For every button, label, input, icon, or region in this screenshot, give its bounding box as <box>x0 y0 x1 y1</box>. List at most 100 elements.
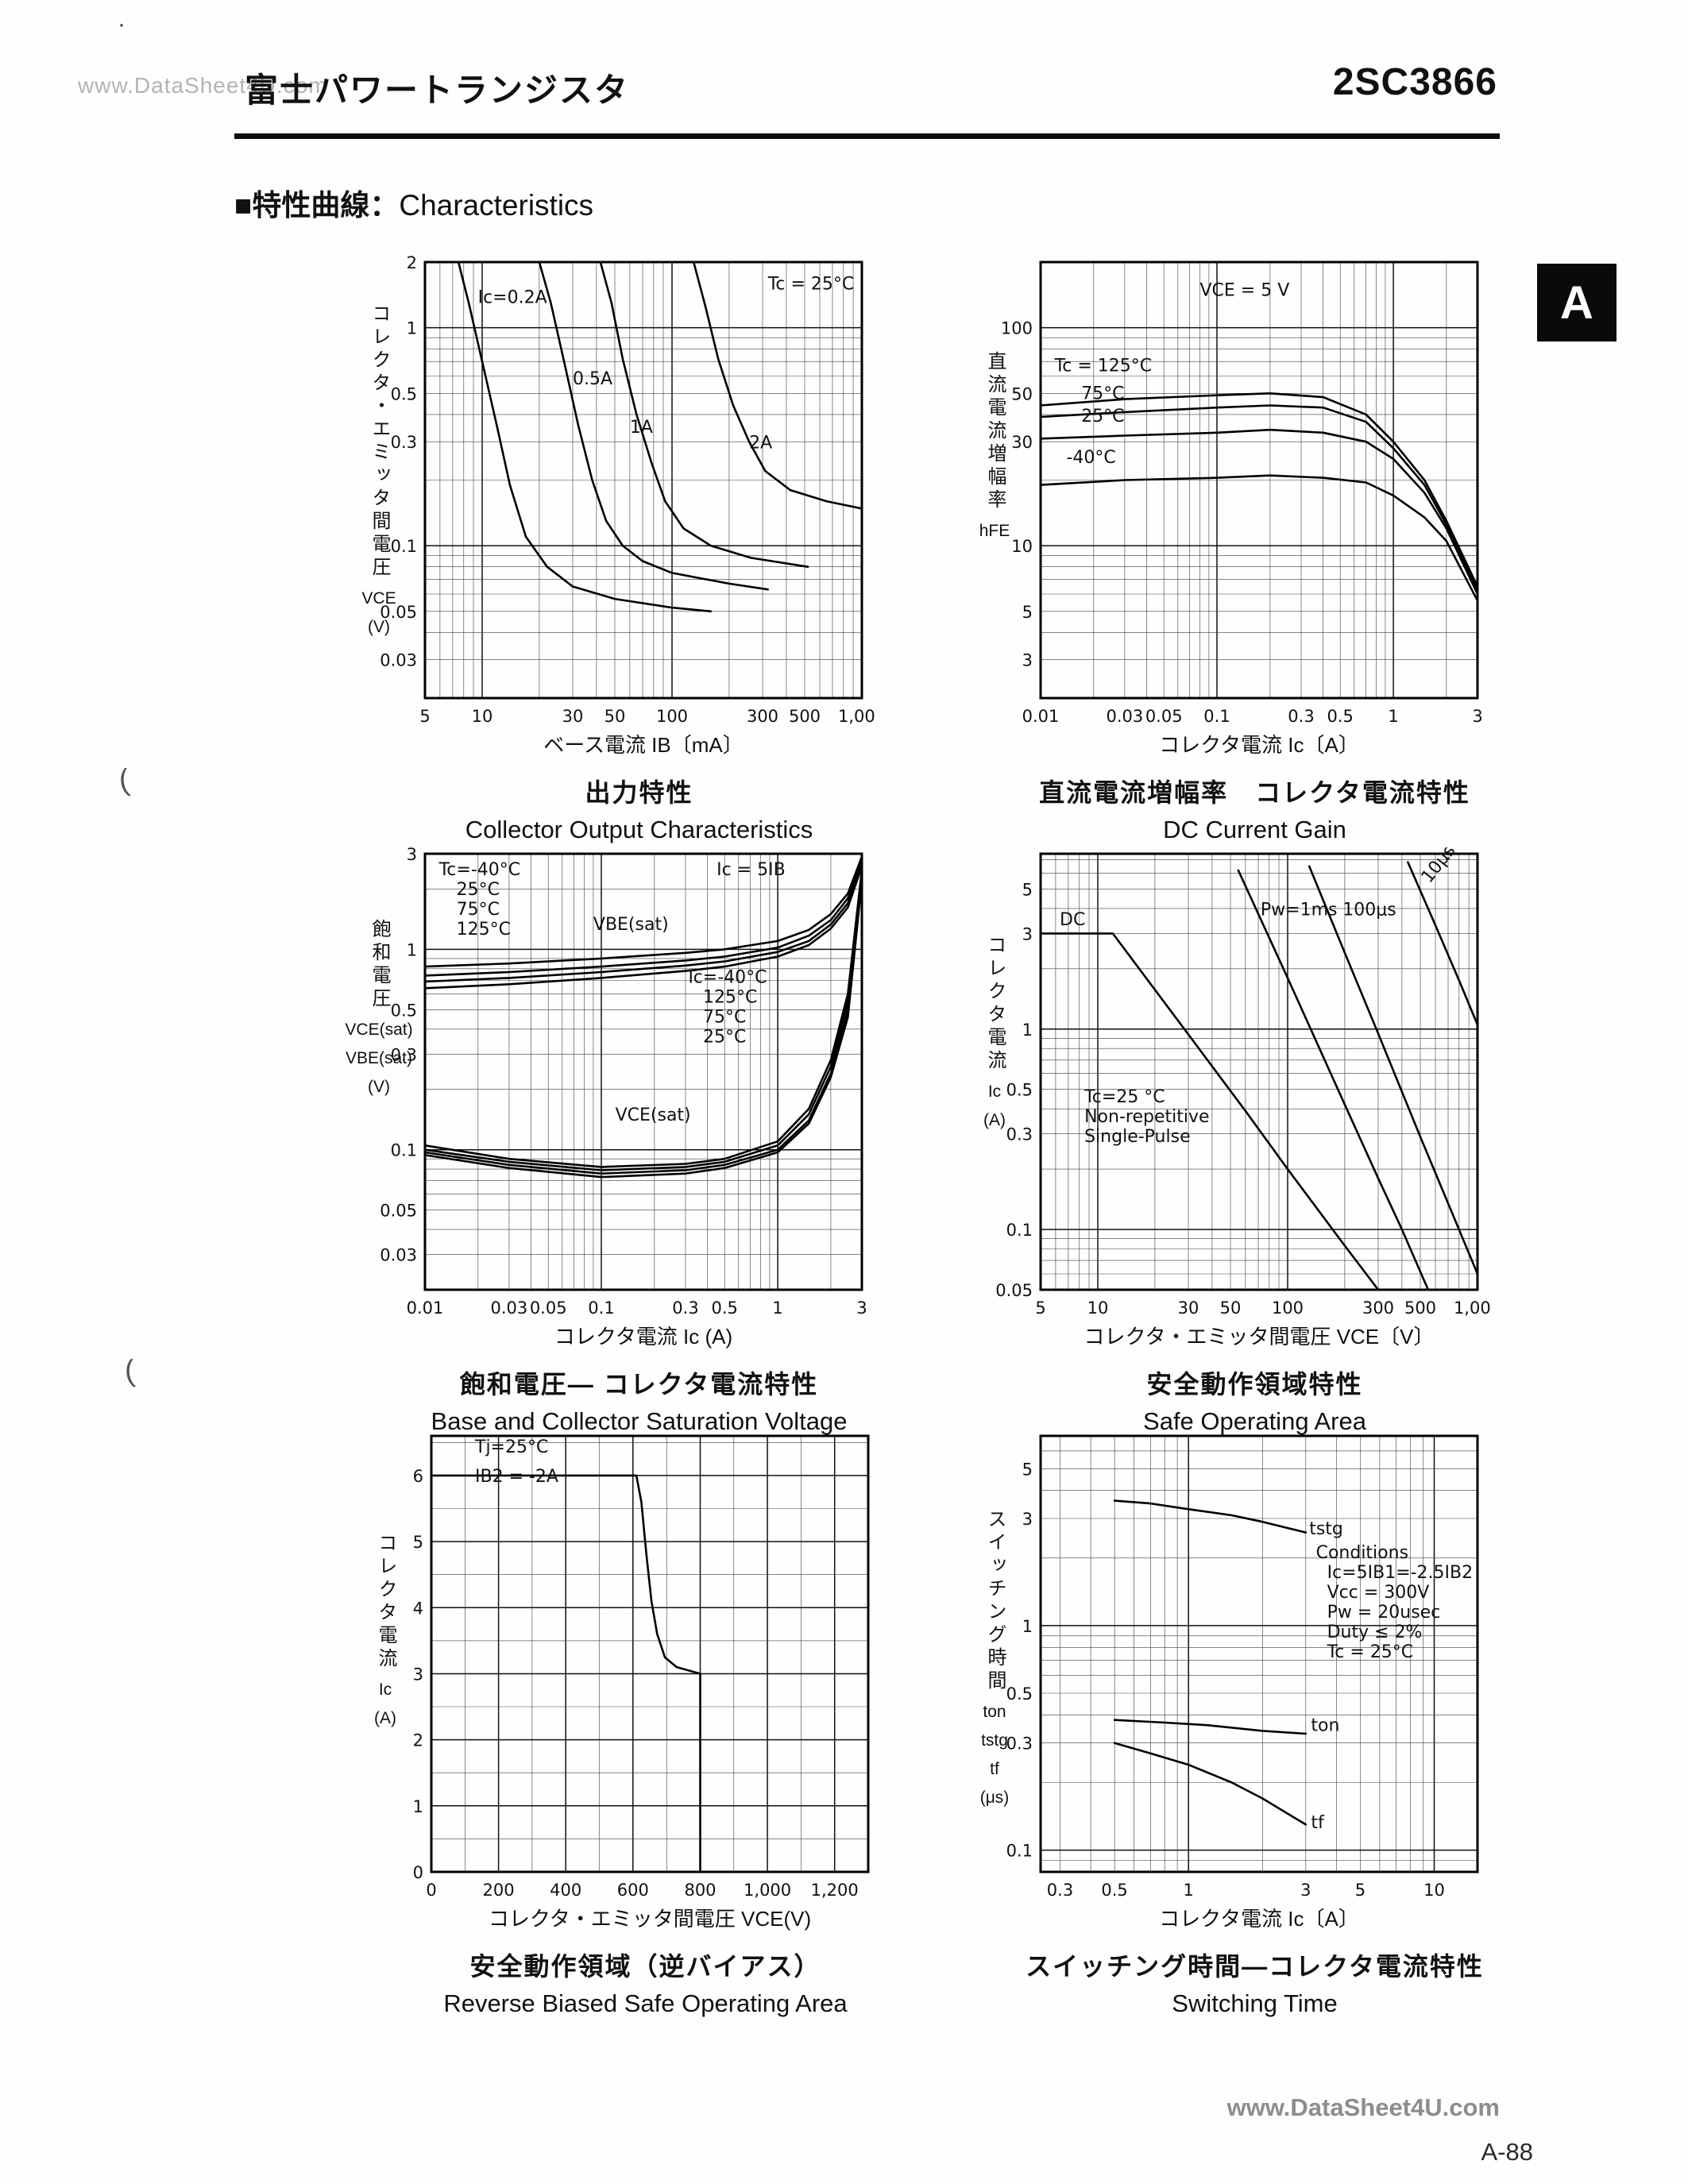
switching-time-plot: 0.3 0.5 1 3 5 10 5 3 1 0.5 0.3 0.1 tstg Conditions Ic=… <box>1006 1434 1479 1900</box>
svg-text:1: 1 <box>413 1797 423 1816</box>
svg-text:500: 500 <box>1404 1298 1436 1318</box>
svg-text:3: 3 <box>1022 651 1033 670</box>
svg-text:0.3: 0.3 <box>1047 1881 1073 1900</box>
svg-text:5: 5 <box>1355 1881 1365 1900</box>
svg-text:50: 50 <box>1011 384 1033 403</box>
y-axis-sub-label: (A) <box>374 1709 396 1727</box>
svg-text:0.3: 0.3 <box>672 1298 698 1318</box>
svg-text:300: 300 <box>747 707 778 726</box>
svg-text:0.3: 0.3 <box>391 433 417 452</box>
svg-text:0.3: 0.3 <box>1288 707 1314 726</box>
y-axis-sub-label: Ic <box>378 1680 392 1699</box>
y-axis-label-group: 直流電流増幅率 hFE <box>966 351 1023 541</box>
svg-text:0.1: 0.1 <box>391 537 417 556</box>
page-number: A-88 <box>1481 2138 1533 2166</box>
chart-title-en: Collector Output Characteristics <box>465 816 813 843</box>
svg-text:3: 3 <box>1300 1881 1311 1900</box>
svg-text:3: 3 <box>856 1298 867 1318</box>
svg-text:tstg: tstg <box>1309 1519 1343 1539</box>
chart-block-collector-output: コレクタ・エミッタ間電圧 VCE (V) 5 10 30 50 100 300 500 1,000… <box>361 256 875 844</box>
chart-block-rbsoa: コレクタ電流 Ic (A) 0 200 400 600 800 1,000 1,200 0 1 2 3 4… <box>369 1430 882 2018</box>
svg-text:DC: DC <box>1060 910 1085 930</box>
svg-text:5: 5 <box>413 1533 423 1552</box>
svg-text:2: 2 <box>407 256 417 272</box>
section-tab-a: A <box>1537 264 1617 341</box>
y-axis-label-group: コレクタ電流 Ic (A) <box>966 935 1023 1130</box>
x-axis-label: コレクタ電流 Ic〔A〕 <box>1159 733 1359 757</box>
svg-text:100: 100 <box>1001 319 1033 338</box>
scan-artifact-dot: · <box>118 11 126 37</box>
svg-text:0.01: 0.01 <box>407 1298 444 1318</box>
svg-text:0.05: 0.05 <box>995 1281 1033 1300</box>
svg-text:0.1: 0.1 <box>391 1141 417 1160</box>
svg-text:VBE(sat): VBE(sat) <box>593 915 669 935</box>
svg-text:0.05: 0.05 <box>380 1202 417 1221</box>
svg-text:5: 5 <box>1035 1298 1045 1318</box>
svg-text:3: 3 <box>407 847 417 864</box>
svg-text:0.3: 0.3 <box>391 1045 417 1064</box>
x-axis-label: コレクタ・エミッタ間電圧 VCE〔V〕 <box>1083 1325 1435 1349</box>
chart-title-en: Base and Collector Saturation Voltage <box>431 1407 848 1435</box>
svg-text:3: 3 <box>413 1665 423 1684</box>
svg-text:75°C: 75°C <box>1081 384 1124 404</box>
svg-text:0.5: 0.5 <box>1101 1881 1127 1900</box>
svg-text:1,000: 1,000 <box>744 1881 791 1900</box>
svg-text:0.5: 0.5 <box>1006 1081 1033 1100</box>
svg-text:2: 2 <box>413 1731 423 1750</box>
header-rule <box>234 133 1500 139</box>
svg-text:0.5: 0.5 <box>1327 707 1353 726</box>
svg-text:0.05: 0.05 <box>1145 707 1183 726</box>
y-axis-label-group: コレクタ・エミッタ間電圧 VCE (V) <box>350 303 408 637</box>
y-axis-label-jp: 直流電流増幅率 <box>984 351 1006 512</box>
y-axis-sub-label: tf <box>990 1760 999 1778</box>
svg-text:400: 400 <box>550 1881 581 1900</box>
svg-text:10: 10 <box>1087 1298 1109 1318</box>
svg-text:0.01: 0.01 <box>1022 707 1060 726</box>
y-axis-sub-label: (V) <box>368 618 390 636</box>
svg-text:ton: ton <box>1311 1715 1339 1735</box>
svg-text:2A: 2A <box>749 433 772 453</box>
y-axis-label-group: スイッチング時間 ton tstg tf (μs) <box>966 1509 1023 1808</box>
svg-text:Tc = 25°C: Tc = 25°C <box>767 274 855 294</box>
svg-text:Ic = 5IB: Ic = 5IB <box>717 860 786 880</box>
y-axis-sub-label: Ic <box>987 1082 1002 1101</box>
y-axis-sub-label: VCE(sat) <box>345 1021 413 1039</box>
svg-text:1: 1 <box>1022 1021 1033 1040</box>
svg-text:1: 1 <box>772 1298 782 1318</box>
chart-title-en: Reverse Biased Safe Operating Area <box>443 1989 848 2017</box>
chart-title-en: DC Current Gain <box>1163 816 1346 843</box>
svg-text:1: 1 <box>407 940 417 959</box>
y-axis-label-jp: コレクタ電流 <box>375 1533 396 1671</box>
svg-text:10: 10 <box>472 707 493 726</box>
dc-current-gain-plot: 0.01 0.03 0.05 0.1 0.3 0.5 1 3 100 50 30 10 5 3 VCE = … <box>1001 260 1483 726</box>
chart-title-jp: 安全動作領域特性 <box>1146 1370 1363 1399</box>
header-title-jp: 富士パワートランジスタ <box>245 71 630 109</box>
svg-text:1: 1 <box>1022 1617 1033 1636</box>
svg-text:50: 50 <box>1220 1298 1242 1318</box>
part-number: 2SC3866 <box>1332 61 1497 103</box>
svg-text:600: 600 <box>617 1881 649 1900</box>
svg-text:0.1: 0.1 <box>588 1298 614 1318</box>
svg-text:0.05: 0.05 <box>530 1298 567 1318</box>
svg-text:Tc = 125°C: Tc = 125°C <box>1054 357 1153 376</box>
svg-text:Ic=0.2A: Ic=0.2A <box>478 287 547 307</box>
y-axis-label-group: 飽和電圧 VCE(sat) VBE(sat) (V) <box>345 919 412 1097</box>
svg-text:0: 0 <box>413 1863 423 1882</box>
x-axis-label: ベース電流 IB〔mA〕 <box>543 733 744 757</box>
svg-text:1,000: 1,000 <box>1454 1298 1491 1318</box>
svg-text:800: 800 <box>684 1881 716 1900</box>
svg-text:0.03: 0.03 <box>1107 707 1144 726</box>
svg-text:0.5: 0.5 <box>711 1298 737 1318</box>
y-axis-sub-label: (A) <box>983 1111 1006 1129</box>
watermark-bottom: www.DataSheet4U.com <box>1226 2093 1500 2121</box>
section-title-jp: ■特性曲線： <box>234 189 400 222</box>
y-axis-sub-label: hFE <box>979 522 1010 540</box>
svg-text:0.5: 0.5 <box>391 384 417 403</box>
svg-text:100: 100 <box>1272 1298 1304 1318</box>
svg-text:1: 1 <box>407 319 417 338</box>
section-title: ■特性曲線：Characteristics <box>234 181 593 224</box>
svg-text:5: 5 <box>1022 603 1033 622</box>
